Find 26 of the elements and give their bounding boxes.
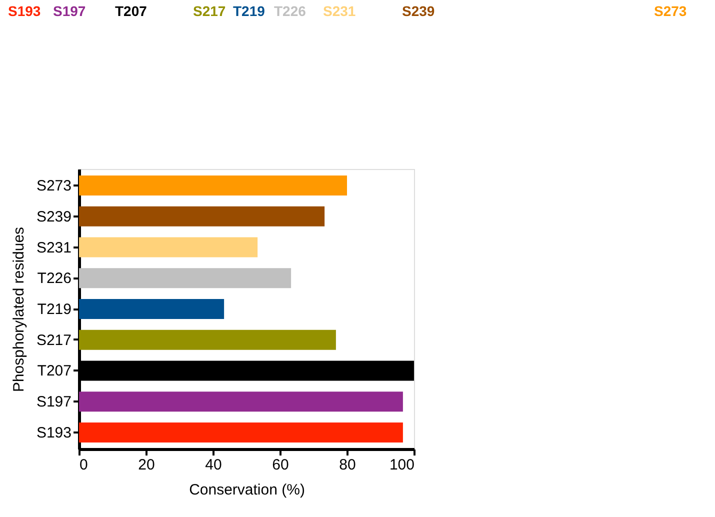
text: S273 — [654, 3, 687, 19]
x-tick-label: 100 — [389, 456, 414, 474]
x-tick-label: 0 — [80, 456, 88, 474]
y-tick-label: S193 — [36, 424, 72, 442]
text: S231 — [323, 3, 356, 19]
text: S193 — [8, 3, 41, 19]
text: S239 — [402, 3, 435, 19]
y-tick-label: S231 — [36, 239, 72, 256]
text: T207 — [115, 3, 148, 19]
y-tick-label: T207 — [37, 362, 72, 380]
text: S217 — [193, 3, 226, 19]
x-tick-label: 60 — [272, 456, 289, 474]
text: T226 — [274, 3, 306, 19]
text: S197 — [53, 3, 86, 19]
x-axis-title: Conservation (%) — [189, 482, 305, 498]
x-tick-label: 20 — [138, 456, 155, 474]
y-tick-label: T226 — [37, 270, 72, 288]
y-tick-label: S273 — [36, 178, 72, 195]
x-tick-label: 80 — [339, 456, 356, 474]
y-tick-label: T219 — [37, 301, 72, 318]
x-tick-label: 40 — [205, 456, 222, 474]
y-tick-label: S239 — [36, 208, 72, 226]
y-tick-label: S217 — [36, 332, 72, 349]
y-axis-title: Phosphorylated residues — [10, 226, 28, 392]
y-tick-label: S197 — [36, 394, 72, 411]
text: T219 — [233, 3, 266, 19]
